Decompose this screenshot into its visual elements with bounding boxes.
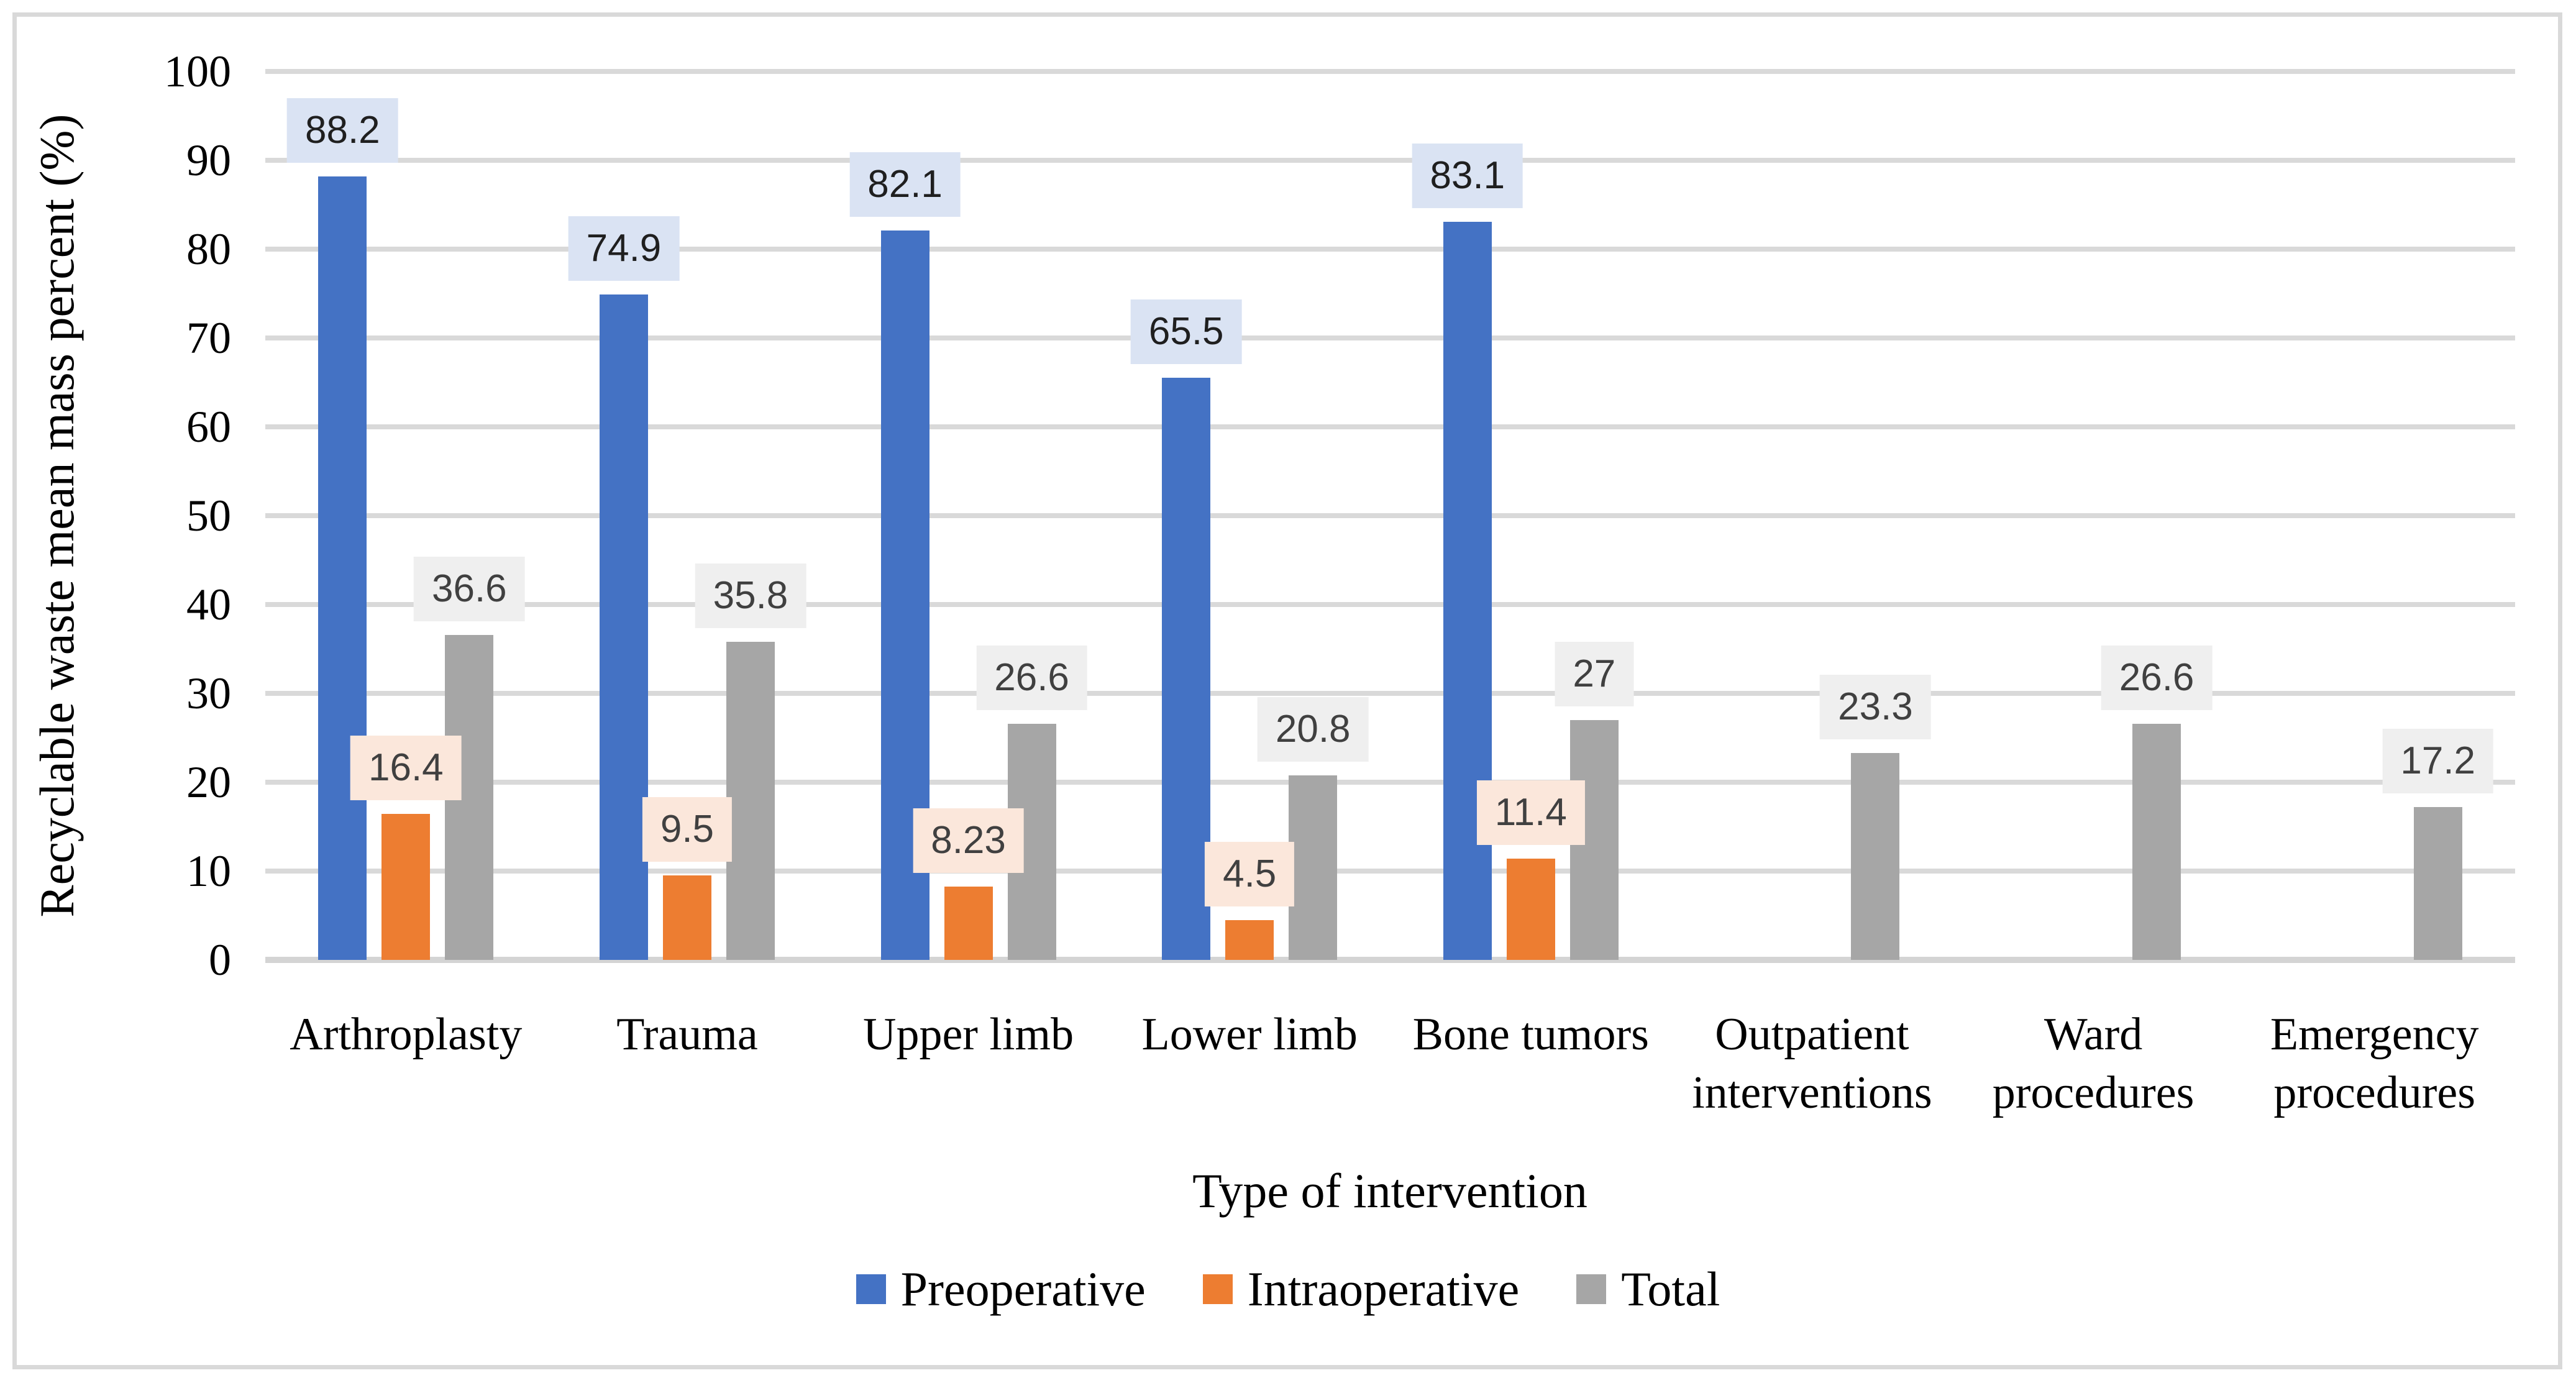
gridline-30 [265,691,2515,696]
data-label-total-7: 26.6 [2101,645,2213,710]
gridline-40 [265,602,2515,607]
y-tick-label-100: 100 [164,47,231,96]
gridline-60 [265,424,2515,429]
bar-intraoperative-3 [944,887,993,960]
legend-swatch-icon [1202,1274,1233,1304]
bar-intraoperative-5 [1506,858,1555,960]
data-label-total-8: 17.2 [2382,729,2494,794]
category-label-trauma: Trauma [616,1009,758,1060]
y-tick-label-70: 70 [186,313,231,363]
legend-item-intraoperative: Intraoperative [1202,1262,1520,1316]
plot-area: 88.2 16.4 36.6 74.9 9.5 35.8 82.1 8.23 26.6 65.5 4… [265,69,2515,963]
data-label-preoperative-2: 74.9 [568,216,680,281]
gridline-90 [265,158,2515,163]
y-tick-label-40: 40 [186,580,231,629]
data-label-intraoperative-4: 4.5 [1205,841,1295,906]
data-label-total-5: 27 [1555,641,1634,706]
data-label-total-2: 35.8 [695,564,806,629]
data-label-preoperative-3: 82.1 [849,152,961,217]
bar-intraoperative-1 [381,814,431,960]
data-label-total-3: 26.6 [976,645,1087,710]
data-label-total-6: 23.3 [1820,674,1931,739]
gridline-20 [265,780,2515,785]
category-label-ward-procedures: Ward procedures [1992,1009,2195,1118]
figure-border [12,12,2562,1369]
gridline-10 [265,869,2515,874]
gridline-50 [265,513,2515,518]
legend-item-preoperative: Preoperative [856,1265,1146,1313]
bar-total-2 [726,642,775,960]
legend: Preoperative Intraoperative Total [0,1265,2576,1313]
bar-group-emergency-procedures: 17.2 [2234,71,2515,960]
category-label-emergency-procedures: Emergency procedures [2270,1009,2479,1118]
bar-group-upper-limb: 82.1 8.23 26.6 [828,71,1109,960]
y-tick-label-90: 90 [186,135,231,185]
gridline-100 [265,69,2515,74]
bar-total-7 [2132,723,2181,960]
y-tick-label-80: 80 [186,224,231,274]
y-tick-label-10: 10 [186,846,231,896]
data-label-intraoperative-2: 9.5 [642,797,733,862]
category-label-lower-limb: Lower limb [1141,1009,1358,1060]
data-label-total-1: 36.6 [413,556,525,621]
bar-group-outpatient-interventions: 23.3 [1671,71,1953,960]
bar-group-bone-tumors: 83.1 11.4 27 [1391,71,1672,960]
bar-total-4 [1289,775,1338,960]
bar-preoperative-1 [318,176,367,960]
x-axis-title: Type of intervention [1192,1164,1587,1218]
bar-total-6 [1851,752,1900,960]
bar-preoperative-4 [1162,378,1211,960]
data-label-preoperative-4: 65.5 [1130,299,1242,365]
bar-total-8 [2413,807,2462,960]
bar-group-trauma: 74.9 9.5 35.8 [547,71,828,960]
y-tick-label-0: 0 [209,935,231,985]
y-tick-label-20: 20 [186,757,231,807]
bar-group-arthroplasty: 88.2 16.4 36.6 [265,71,547,960]
x-axis-line [265,957,2515,963]
bar-intraoperative-2 [662,875,711,960]
legend-item-total: Total [1576,1265,1720,1313]
y-tick-label-60: 60 [186,402,231,452]
legend-label: Preoperative [900,1262,1146,1316]
y-tick-label-50: 50 [186,491,231,541]
data-label-intraoperative-5: 11.4 [1476,780,1585,845]
bar-preoperative-5 [1443,221,1492,960]
legend-label: Total [1621,1262,1720,1316]
category-label-arthroplasty: Arthroplasty [290,1009,523,1060]
data-label-preoperative-5: 83.1 [1412,143,1523,208]
y-tick-label-30: 30 [186,669,231,718]
gridline-70 [265,335,2515,340]
category-label-outpatient-interventions: Outpatient interventions [1692,1009,1932,1118]
category-label-bone-tumors: Bone tumors [1412,1009,1649,1060]
bar-group-ward-procedures: 26.6 [1953,71,2234,960]
bar-group-lower-limb: 65.5 4.5 20.8 [1109,71,1391,960]
legend-label: Intraoperative [1247,1262,1520,1316]
data-label-total-4: 20.8 [1257,696,1369,762]
legend-swatch-icon [856,1274,886,1304]
data-label-preoperative-1: 88.2 [286,98,398,163]
bar-preoperative-2 [599,294,648,960]
data-label-intraoperative-3: 8.23 [913,808,1024,874]
category-label-upper-limb: Upper limb [863,1009,1074,1060]
gridline-80 [265,247,2515,252]
legend-swatch-icon [1576,1274,1607,1304]
data-label-intraoperative-1: 16.4 [350,736,462,801]
bar-intraoperative-4 [1225,920,1274,960]
